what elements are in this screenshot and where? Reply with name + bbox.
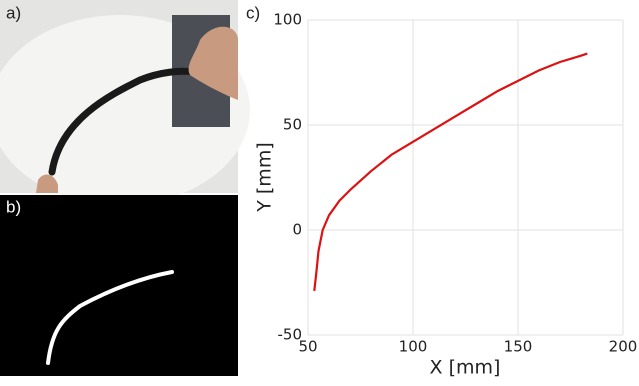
x-tick-label: 200 [609,338,638,356]
panel-label: c) [246,3,260,22]
mask-image [0,195,238,376]
y-axis-label: Y [mm] [254,142,276,213]
x-tick-label: 50 [298,338,317,356]
x-tick-label: 150 [504,338,533,356]
plot: -50 0 50 100 50 100 150 200 [273,11,637,356]
photo [0,0,250,205]
data-line [313,52,588,292]
y-tick-label: 100 [273,11,302,29]
y-tick-label: -50 [278,326,303,344]
panel-label: a) [6,3,21,22]
x-axis-label: X [mm] [430,357,501,379]
y-tick-label: 50 [283,116,302,134]
x-tick-label: 100 [399,338,428,356]
panel-label: b) [6,197,21,216]
y-tick-label: 0 [292,221,302,239]
